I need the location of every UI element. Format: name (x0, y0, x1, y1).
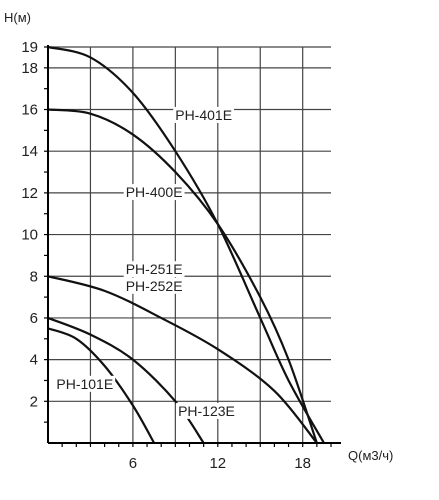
x-tick-label: 6 (129, 455, 137, 472)
y-tick-label: 14 (21, 143, 38, 160)
series-line-4 (47, 327, 156, 444)
curve-label-2: PH-251E (126, 261, 183, 277)
x-tick-label: 12 (209, 455, 226, 472)
curve-label-1: PH-400E (126, 184, 183, 200)
curve-label-bg (123, 277, 185, 294)
y-tick-label: 16 (21, 102, 38, 119)
chart-axes (44, 45, 341, 447)
series-line-1 (47, 108, 318, 444)
chart-curves (47, 45, 325, 444)
curve-label-bg (123, 184, 185, 201)
curve-label-bg (173, 106, 235, 123)
y-tick-label: 18 (21, 60, 38, 77)
series-line-0 (47, 45, 325, 444)
series-line-2 (47, 275, 318, 444)
curve-label-0: PH-401E (175, 107, 232, 123)
y-tick-label: 10 (21, 227, 38, 244)
x-tick-label: 18 (294, 455, 311, 472)
y-axis-title: H(м) (4, 10, 31, 25)
curve-label-3: PH-252E (126, 278, 183, 294)
curve-label-bg (54, 375, 116, 392)
curve-label-bg (176, 402, 237, 419)
x-axis-title: Q(м3/ч) (348, 448, 393, 463)
y-tick-label: 6 (30, 310, 38, 327)
y-tick-label: 2 (30, 393, 38, 410)
curve-label-5: PH-123E (178, 403, 235, 419)
curve-label-4: PH-101E (56, 376, 113, 392)
y-tick-label: 8 (30, 268, 38, 285)
y-tick-label: 4 (30, 352, 38, 369)
curve-label-bg (123, 261, 185, 278)
y-tick-label: 12 (21, 185, 38, 202)
chart-tick-labels: 2 4 6 8 10 12 14 16 18 19 6 12 18 (21, 39, 311, 472)
y-tick-label: 19 (21, 39, 38, 56)
